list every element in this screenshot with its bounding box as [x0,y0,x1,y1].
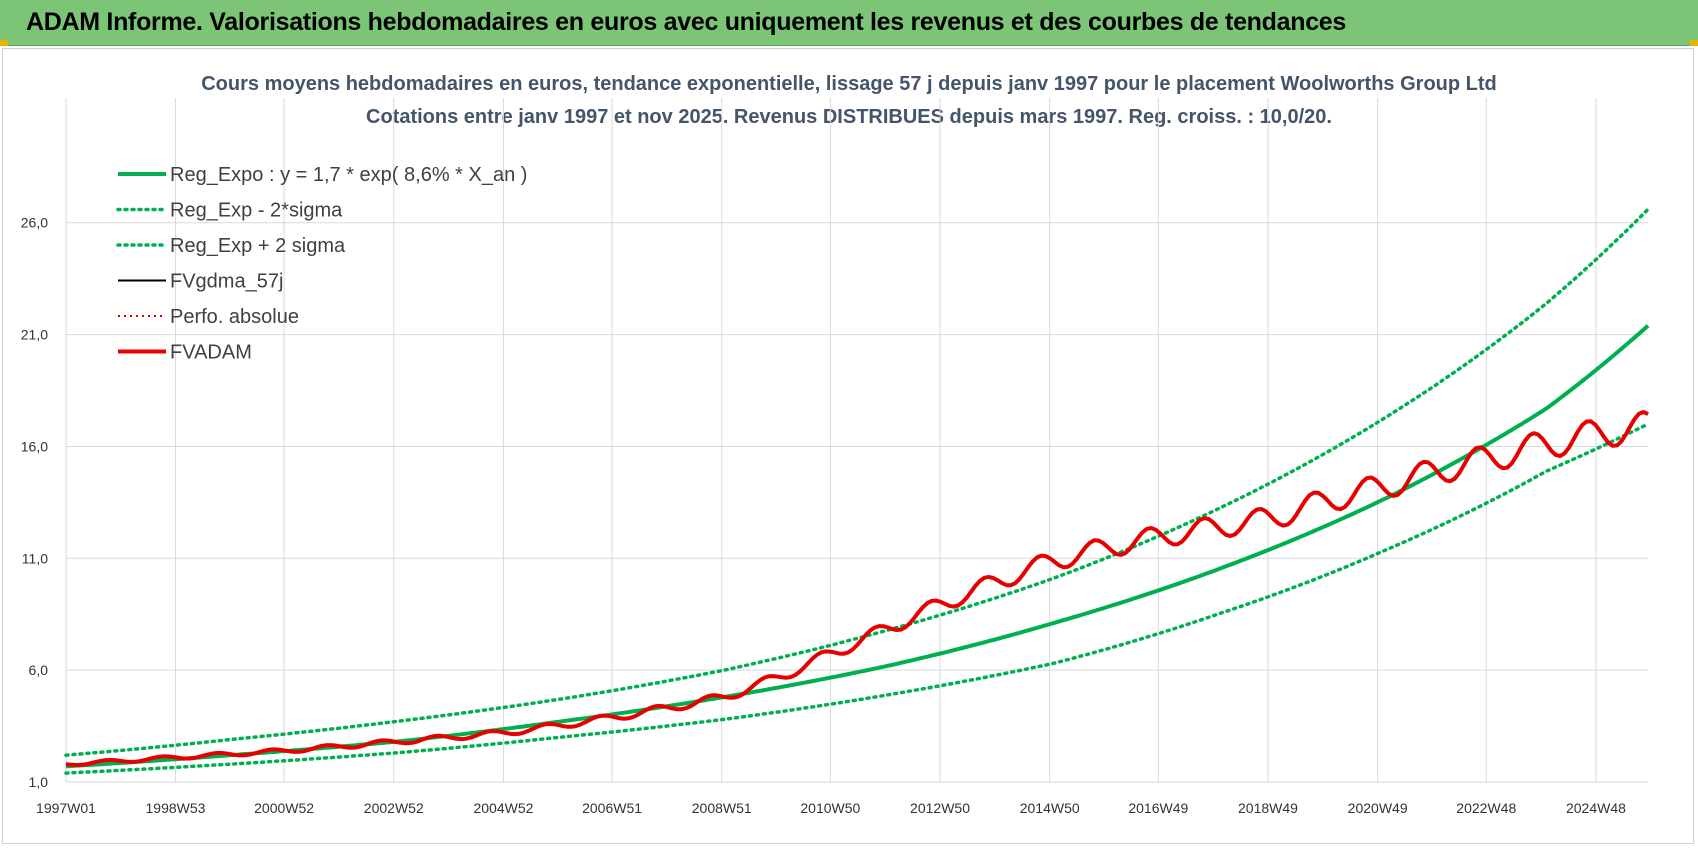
x-tick-label: 2012W50 [910,800,970,816]
x-tick-label: 2004W52 [473,800,533,816]
legend: Reg_Expo : y = 1,7 * exp( 8,6% * X_an ) R… [116,164,527,364]
gridlines [65,98,1648,783]
series-line [64,422,1650,775]
series-line [65,410,1649,767]
series-line [64,207,1650,757]
chart-frame [2,48,1694,844]
legend-entry: Reg_Exp - 2*sigma [170,200,343,222]
x-tick-label: 2024W48 [1566,800,1626,816]
x-tick-label: 2018W49 [1238,800,1298,816]
y-tick-label: 6,0 [29,662,49,678]
series-lines [64,207,1650,775]
y-tick-label: 1,0 [29,774,49,790]
x-tick-label: 2014W50 [1020,800,1080,816]
x-tick-label: 2020W49 [1348,800,1408,816]
x-tick-label: 2008W51 [692,800,752,816]
series-line [65,411,1649,766]
legend-entry: FVADAM [170,342,252,364]
legend-entry: Reg_Expo : y = 1,7 * exp( 8,6% * X_an ) [170,164,527,186]
corner-marker-right [1690,40,1698,46]
report-title: ADAM Informe. Valorisations hebdomadaire… [26,8,1347,36]
legend-entry: Perfo. absolue [170,306,299,328]
x-tick-label: 2016W49 [1128,800,1188,816]
chart-title: Cours moyens hebdomadaires en euros, ten… [201,73,1497,95]
series-line [65,411,1649,766]
x-tick-label: 2002W52 [364,800,424,816]
y-tick-label: 21,0 [21,327,48,343]
y-tick-label: 11,0 [22,550,48,566]
x-tick-label: 2022W48 [1456,800,1516,816]
y-axis-ticks: 1,0 6,0 11,0 16,0 21,0 26,0 [21,215,48,790]
report-banner: ADAM Informe. Valorisations hebdomadaire… [0,0,1698,46]
y-tick-label: 26,0 [21,215,48,231]
x-tick-label: 2006W51 [582,800,642,816]
x-tick-label: 1998W53 [146,800,206,816]
chart-subtitle: Cotations entre janv 1997 et nov 2025. R… [366,106,1332,128]
legend-entry: Reg_Exp + 2 sigma [170,235,346,257]
x-axis-ticks: 1997W01 1998W53 2000W52 2002W52 2004W52 2006W… [36,800,1626,816]
x-tick-label: 2000W52 [254,800,314,816]
corner-marker-left [0,40,8,46]
x-tick-label: 2010W50 [800,800,860,816]
legend-entry: FVgdma_57j [170,271,283,293]
series-line [65,324,1650,769]
x-tick-label: 1997W01 [36,800,96,816]
y-tick-label: 16,0 [21,438,48,454]
